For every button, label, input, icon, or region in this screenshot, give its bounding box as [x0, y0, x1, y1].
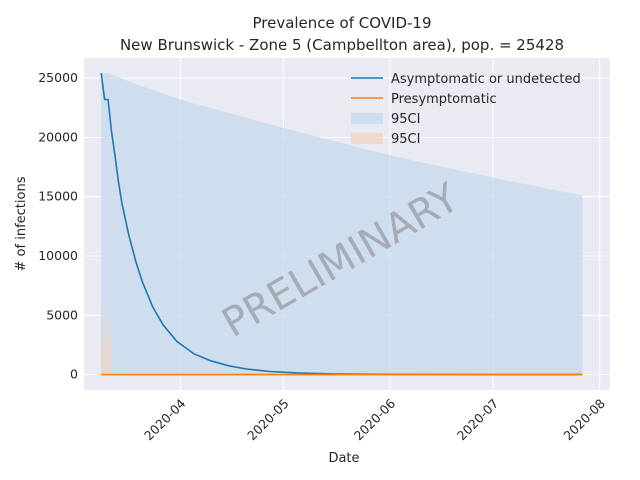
chart-subtitle: New Brunswick - Zone 5 (Campbellton area…: [120, 36, 564, 54]
x-tick-label: 2020-04: [141, 396, 189, 444]
series-lines: [100, 72, 583, 376]
legend-label-ci-orange: 95CI: [391, 132, 420, 147]
y-axis-label: # of infections: [14, 176, 29, 271]
x-tick-label: 2020-08: [560, 396, 608, 444]
x-axis-ticks: 2020-04 2020-05 2020-06 2020-07 2020-08: [141, 396, 608, 444]
x-tick-label: 2020-05: [244, 396, 292, 444]
y-tick-label: 25000: [38, 70, 78, 85]
ci-band-blue: [101, 73, 583, 375]
y-tick-label: 5000: [46, 307, 78, 322]
x-tick-label: 2020-07: [454, 396, 502, 444]
confidence-bands: [101, 73, 583, 375]
y-axis-ticks: 0 5000 10000 15000 20000 25000: [38, 70, 78, 381]
y-tick-label: 10000: [38, 248, 78, 263]
x-tick-label: 2020-06: [351, 396, 399, 444]
legend-label-presymptomatic: Presymptomatic: [391, 92, 497, 107]
ci-band-orange: [101, 173, 115, 375]
y-tick-label: 20000: [38, 129, 78, 144]
y-tick-label: 0: [70, 367, 78, 382]
x-axis-label: Date: [328, 451, 359, 466]
legend-swatch-ci-orange: [351, 133, 383, 144]
legend-label-asymptomatic: Asymptomatic or undetected: [391, 72, 581, 87]
chart-title: Prevalence of COVID-19: [252, 14, 431, 32]
legend-swatch-ci-blue: [351, 113, 383, 124]
series-line-asymptomatic: [100, 72, 583, 376]
y-tick-label: 15000: [38, 189, 78, 204]
legend: Asymptomatic or undetected Presymptomati…: [351, 72, 581, 147]
legend-label-ci-blue: 95CI: [391, 112, 420, 127]
